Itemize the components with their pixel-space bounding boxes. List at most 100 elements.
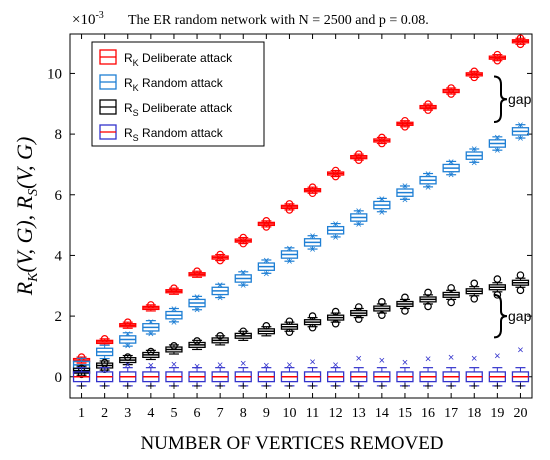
outlier-mark: × (263, 255, 269, 267)
box-rk_deliberate (96, 335, 114, 346)
legend-entry-rs_random: RS Random attack (99, 124, 224, 143)
box-rk_random: ×× (257, 255, 276, 280)
box-rs_random: ×+ (303, 357, 322, 393)
box-rk_random: ×× (511, 119, 530, 145)
box-rs_random: ×+ (511, 344, 530, 393)
legend-box (91, 41, 265, 147)
outlier-mark: × (471, 353, 477, 365)
x-tick-label: 14 (375, 406, 389, 421)
x-tick-label: 8 (240, 406, 247, 421)
box-rk_deliberate (303, 183, 322, 198)
y-axis-label-rs: R (12, 195, 37, 210)
box-rs_deliberate (257, 322, 276, 337)
outlier-mark: × (263, 360, 269, 372)
box-rk_random: ×× (234, 267, 252, 292)
outlier-mark (424, 288, 432, 297)
outlier-mark: × (217, 279, 223, 291)
x-tick-label: 7 (217, 406, 224, 421)
outlier-mark: × (494, 351, 500, 363)
outlier-mark: × (332, 219, 338, 231)
box-rk_random: ×× (165, 304, 183, 329)
plot-area-border (69, 33, 533, 399)
series-rs_deliberate (72, 271, 530, 379)
outlier-mark (470, 73, 479, 82)
outlier-mark (193, 267, 201, 276)
box-rs_random: ×+ (119, 360, 137, 393)
outlier-mark: × (194, 291, 200, 303)
series-rk_random: ×××××××××××××××××××××××××××××××××××× (72, 119, 530, 373)
box-rs_random: ×+ (465, 353, 483, 393)
x-tick-label: 18 (467, 406, 481, 421)
outlier-mark: × (494, 145, 500, 157)
box-rk_random: ×× (188, 291, 206, 317)
outlier-mark (470, 295, 479, 303)
outlier-mark: × (332, 360, 338, 372)
y-tick-label: 6 (55, 188, 63, 204)
box-rk_random: ×× (211, 279, 229, 305)
x-tick-label: 17 (444, 406, 458, 421)
outlier-mark: × (194, 361, 200, 373)
outlier-mark: + (124, 379, 131, 393)
box-rs_random: ×+ (257, 360, 276, 393)
box-rs_random: ×+ (373, 355, 391, 393)
outlier-mark: + (401, 379, 408, 393)
outlier-mark: × (402, 181, 408, 193)
gap-annotations: gap gap (493, 75, 532, 339)
outlier-mark: + (263, 379, 270, 393)
outlier-mark: + (309, 379, 316, 393)
outlier-mark: × (309, 244, 315, 256)
outlier-mark: + (286, 379, 293, 393)
outlier-mark (308, 189, 317, 198)
outlier-mark (447, 90, 455, 98)
box-rs_deliberate (350, 303, 368, 323)
outlier-mark (447, 298, 455, 307)
outlier-mark: × (217, 293, 223, 305)
outlier-mark (447, 284, 455, 292)
box-rs_deliberate (211, 332, 229, 346)
box-rk_random: ×× (350, 206, 368, 231)
outlier-mark: × (309, 357, 315, 369)
outlier-mark (239, 239, 248, 248)
box-rk_deliberate (442, 84, 460, 98)
box-rs_random: ×+ (188, 361, 206, 393)
outlier-mark: × (379, 193, 385, 205)
legend-entry-rk_deliberate: RK Deliberate attack (99, 49, 233, 68)
box-rk_random: ×× (442, 156, 460, 182)
outlier-mark (285, 328, 294, 336)
outlier-mark (331, 307, 340, 316)
box-rk_random: ×× (465, 144, 483, 169)
box-rk_deliberate (188, 267, 206, 278)
box-rk_deliberate (326, 166, 345, 181)
outlier-mark: × (148, 360, 154, 372)
box-rs_deliberate (280, 317, 299, 336)
outlier-mark (216, 332, 224, 340)
box-rk_random: ×× (488, 132, 507, 157)
outlier-mark: + (448, 379, 455, 393)
outlier-mark: × (356, 353, 362, 365)
outlier-mark: × (171, 359, 177, 371)
y-tick-label: 2 (55, 309, 63, 325)
outlier-mark: + (378, 379, 385, 393)
outlier-mark: × (471, 144, 477, 156)
box-rs_deliberate (396, 293, 414, 315)
x-axis-label: NUMBER OF VERTICES REMOVED (140, 433, 443, 454)
outlier-mark (516, 271, 525, 279)
x-tick-label: 9 (263, 406, 270, 421)
outlier-mark (285, 317, 294, 326)
outlier-mark (378, 311, 386, 319)
legend: RK Deliberate attack RK Random attack RS D… (91, 41, 265, 147)
outlier-mark (170, 342, 178, 350)
x-tick-label: 4 (147, 406, 154, 421)
outlier-mark: × (356, 206, 362, 218)
box-rs_deliberate (119, 353, 137, 366)
box-rs_deliberate (142, 347, 160, 361)
outlier-mark (170, 284, 178, 292)
box-rs_deliberate (303, 312, 322, 332)
outlier-mark (470, 279, 479, 288)
legend-entry-rs_deliberate: RS Deliberate attack (99, 99, 233, 118)
outlier-mark (424, 106, 432, 114)
y-tick-label: 4 (55, 248, 63, 264)
outlier-mark: + (101, 379, 108, 393)
outlier-mark (401, 123, 409, 131)
